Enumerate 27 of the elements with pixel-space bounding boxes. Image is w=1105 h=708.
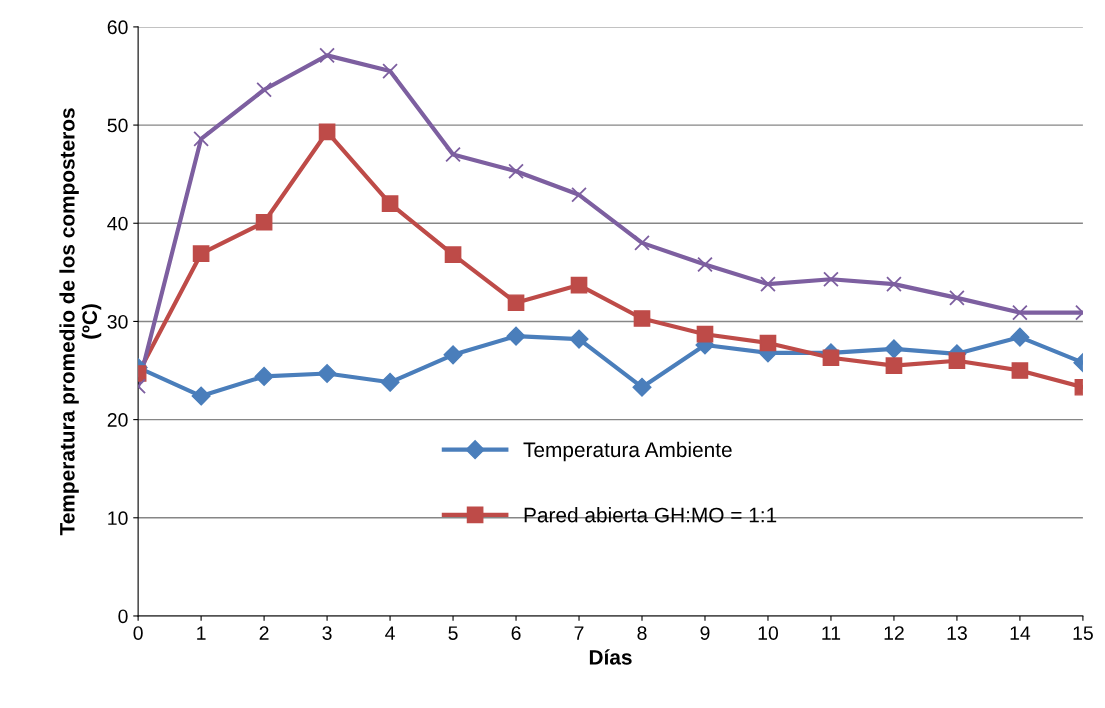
x-tick-label: 11 bbox=[822, 626, 841, 640]
legend-label: Pared abierta GH:MO = 1:1 bbox=[524, 507, 777, 523]
y-tick-label: 40 bbox=[107, 216, 128, 231]
x-tick-label: 4 bbox=[385, 626, 395, 640]
y-tick-label: 10 bbox=[108, 511, 128, 526]
x-axis-title: Días bbox=[589, 649, 632, 665]
x-tick-label: 10 bbox=[758, 626, 779, 640]
x-tick-label: 3 bbox=[322, 626, 332, 640]
y-tick-label: 0 bbox=[118, 609, 128, 624]
x-tick-label: 13 bbox=[947, 626, 967, 640]
legend-label: Temperatura Ambiente bbox=[523, 441, 732, 462]
x-tick-label: 12 bbox=[884, 626, 904, 640]
x-tick-label: 14 bbox=[1010, 626, 1031, 640]
x-tick-label: 5 bbox=[448, 626, 458, 640]
x-tick-label: 9 bbox=[700, 626, 710, 640]
y-tick-label: 30 bbox=[107, 314, 128, 329]
x-tick-label: 15 bbox=[1073, 626, 1093, 640]
y-tick-label: 20 bbox=[107, 413, 128, 427]
x-tick-label: 7 bbox=[574, 626, 584, 640]
y-tick-label: 50 bbox=[107, 118, 128, 133]
x-tick-label: 8 bbox=[637, 626, 647, 640]
x-tick-label: 0 bbox=[133, 626, 143, 640]
x-tick-label: 2 bbox=[259, 626, 269, 640]
x-tick-label: 1 bbox=[197, 626, 206, 640]
y-axis-title: Temperatura promedio de los composteros (ºC) bbox=[59, 108, 102, 536]
y-tick-label: 60 bbox=[107, 20, 128, 35]
x-tick-label: 6 bbox=[511, 626, 521, 640]
